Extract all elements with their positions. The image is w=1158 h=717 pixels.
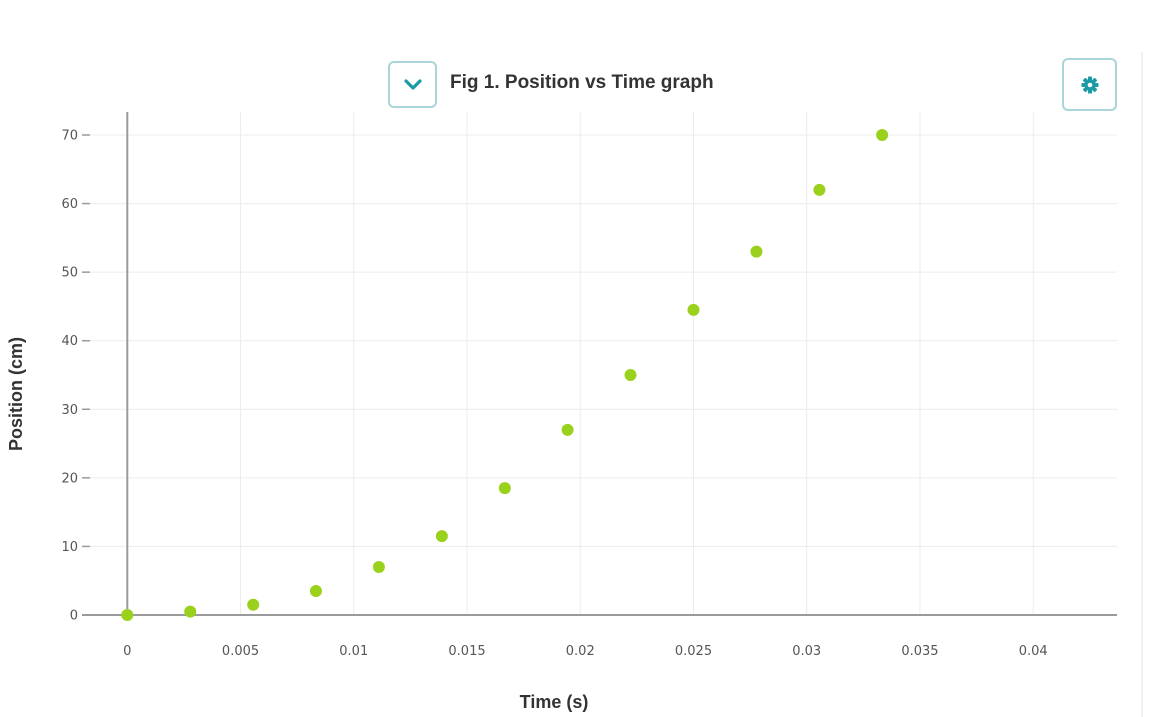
y-tick-label: 70 [61, 129, 78, 144]
y-tick-label: 50 [61, 266, 78, 281]
panel-divider [1141, 52, 1143, 717]
data-point[interactable] [561, 423, 574, 436]
x-tick-label: 0.03 [792, 644, 821, 659]
data-point[interactable] [435, 530, 448, 543]
data-point[interactable] [813, 183, 826, 196]
settings-button[interactable] [1062, 58, 1117, 111]
y-tick-label: 40 [61, 334, 78, 349]
y-tick-label: 10 [61, 540, 78, 555]
grid [82, 112, 1117, 615]
axes [82, 112, 1117, 616]
y-tick-label: 30 [61, 403, 78, 418]
data-point[interactable] [121, 609, 134, 621]
data-point[interactable] [309, 585, 322, 597]
x-tick-label: 0 [123, 644, 131, 659]
x-tick-label: 0.035 [901, 644, 938, 659]
chevron-down-icon [403, 78, 422, 90]
x-tick-label: 0.04 [1019, 644, 1048, 659]
data-point[interactable] [876, 129, 889, 141]
data-point[interactable] [624, 369, 637, 381]
collapse-button[interactable] [388, 61, 437, 108]
y-axis-label: Position (cm) [6, 337, 26, 451]
y-tick-label: 60 [61, 197, 78, 212]
x-tick-label: 0.005 [222, 644, 259, 659]
x-tick-label: 0.025 [675, 644, 712, 659]
data-points [121, 129, 889, 621]
x-tick-label: 0.01 [339, 644, 368, 659]
x-tick-label: 0.02 [566, 644, 595, 659]
y-tick-label: 0 [70, 609, 78, 624]
data-point[interactable] [750, 245, 763, 258]
data-point[interactable] [184, 605, 197, 618]
data-point[interactable] [687, 303, 700, 316]
chart-title: Fig 1. Position vs Time graph [450, 72, 714, 93]
tick-labels: 0 10 20 30 40 50 60 70 0 0.005 0.01 0.015 0.02 0.025 0… [61, 129, 1047, 660]
x-tick-label: 0.015 [448, 644, 485, 659]
data-point[interactable] [498, 482, 511, 495]
data-point[interactable] [247, 598, 260, 611]
gear-icon [1081, 76, 1098, 93]
y-tick-label: 20 [61, 471, 78, 486]
x-axis-label: Time (s) [520, 692, 589, 712]
data-point[interactable] [372, 561, 385, 573]
